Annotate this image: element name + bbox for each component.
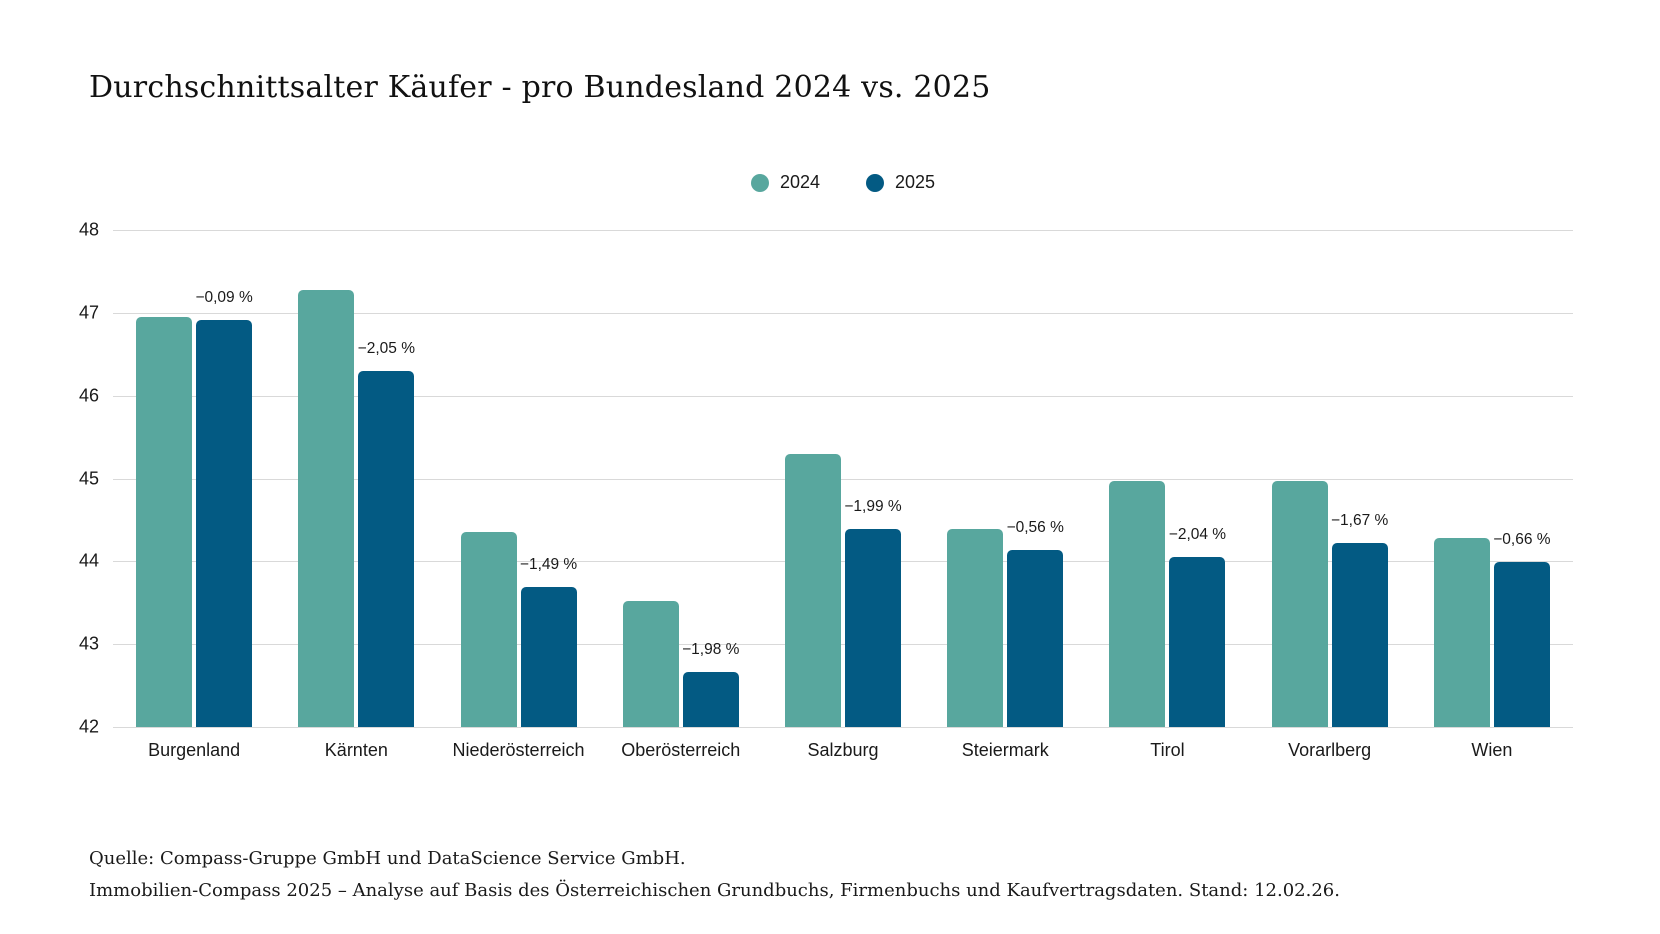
bar-2025-burgenland — [196, 320, 253, 727]
x-axis-label-steiermark: Steiermark — [961, 740, 1049, 760]
bar-2024-kärnten — [298, 290, 355, 727]
gridline-48: 48 — [79, 220, 1573, 240]
bar-2024-niederösterreich — [460, 532, 517, 727]
pct-change-label-kärnten: −2,05 % — [357, 339, 415, 357]
plot-area: 42 43 44 45 46 47 48 −0,09 % Burgenland −2,05 % Kä… — [79, 220, 1573, 760]
bar-2024-burgenland — [136, 316, 193, 727]
source-note: Quelle: Compass-Gruppe GmbH und DataScie… — [89, 843, 1340, 907]
bar-2024-oberösterreich — [622, 601, 679, 727]
pct-change-label-salzburg: −1,99 % — [844, 498, 902, 516]
y-axis-tick-47: 47 — [78, 302, 99, 323]
legend-item-2025: 2025 — [866, 172, 935, 193]
chart-title: Durchschnittsalter Käufer - pro Bundesla… — [89, 70, 991, 105]
legend-dot-2024-icon — [750, 173, 769, 192]
pct-change-label-oberösterreich: −1,98 % — [682, 641, 740, 659]
x-axis-label-tirol: Tirol — [1150, 740, 1185, 760]
bar-2025-kärnten — [358, 370, 415, 727]
bar-2025-vorarlberg — [1331, 543, 1388, 727]
y-axis-tick-43: 43 — [78, 633, 99, 654]
legend-dot-2025-icon — [866, 173, 884, 192]
x-axis-label-vorarlberg: Vorarlberg — [1288, 740, 1372, 760]
x-axis-label-oberösterreich: Oberösterreich — [621, 740, 741, 760]
legend-label-2025: 2025 — [895, 172, 936, 192]
legend-label-2024: 2024 — [779, 172, 820, 192]
pct-change-label-wien: −0,66 % — [1493, 531, 1551, 549]
chart-legend: 2024 2025 — [113, 172, 1573, 193]
bar-2025-oberösterreich — [682, 672, 739, 727]
bar-2024-steiermark — [947, 529, 1004, 727]
bar-2024-tirol — [1109, 481, 1166, 727]
bar-2025-salzburg — [845, 529, 901, 727]
gridline-45: 45 — [79, 468, 1573, 488]
bar-2025-wien — [1493, 562, 1550, 727]
bar-2024-vorarlberg — [1271, 481, 1328, 727]
bar-2025-niederösterreich — [520, 587, 577, 727]
y-axis-tick-45: 45 — [78, 468, 99, 488]
gridline-46: 46 — [79, 385, 1573, 405]
bar-2025-tirol — [1169, 557, 1226, 727]
pct-change-label-burgenland: −0,09 % — [195, 289, 253, 307]
pct-change-label-niederösterreich: −1,49 % — [519, 556, 578, 574]
y-axis-tick-48: 48 — [78, 219, 99, 240]
pct-change-label-vorarlberg: −1,67 % — [1331, 512, 1389, 530]
x-axis-label-burgenland: Burgenland — [148, 740, 241, 760]
y-axis-tick-44: 44 — [78, 550, 99, 571]
x-axis-label-niederösterreich: Niederösterreich — [452, 740, 585, 760]
bar-2024-salzburg — [785, 454, 841, 727]
x-axis-label-kärnten: Kärnten — [324, 740, 388, 760]
source-line-1: Quelle: Compass-Gruppe GmbH und DataScie… — [89, 848, 686, 869]
gridline-47: 47 — [79, 302, 1573, 322]
pct-change-label-steiermark: −0,56 % — [1006, 518, 1064, 536]
legend-item-2024: 2024 — [750, 172, 820, 193]
y-axis-tick-42: 42 — [78, 716, 99, 737]
x-axis-label-salzburg: Salzburg — [807, 740, 879, 760]
bar-2025-steiermark — [1007, 549, 1064, 727]
y-axis-tick-46: 46 — [78, 385, 99, 406]
gridline-43: 43 — [79, 634, 1573, 654]
gridline-44: 44 — [79, 551, 1573, 571]
x-axis-label-wien: Wien — [1471, 740, 1513, 760]
pct-change-label-tirol: −2,04 % — [1168, 526, 1227, 544]
bar-2024-wien — [1433, 538, 1490, 727]
gridline-42: 42 — [79, 717, 1573, 737]
source-line-2: Immobilien-Compass 2025 – Analyse auf Ba… — [89, 880, 1340, 901]
